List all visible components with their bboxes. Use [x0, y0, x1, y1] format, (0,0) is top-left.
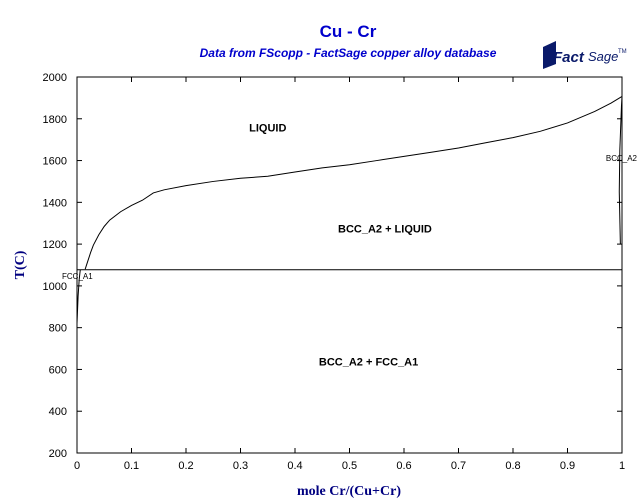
y-tick-label: 1000: [43, 281, 67, 293]
region-label: FCC_A1: [62, 272, 93, 281]
x-tick-label: 0.8: [505, 460, 520, 472]
x-tick-label: 0.3: [233, 460, 248, 472]
region-label: BCC_A2 + LIQUID: [338, 224, 432, 236]
y-tick-label: 1200: [43, 239, 67, 251]
y-tick-label: 800: [49, 323, 67, 335]
phase-boundaries: [76, 96, 623, 324]
x-axis-label: mole Cr/(Cu+Cr): [297, 484, 401, 499]
y-axis-label: T(C): [13, 250, 28, 279]
factsage-logo: Fact Sage TM: [543, 41, 627, 69]
y-tick-label: 200: [49, 448, 67, 460]
y-tick-label: 2000: [43, 72, 67, 84]
y-tick-label: 600: [49, 364, 67, 376]
phase-region-labels: LIQUID BCC_A2 + LIQUID BCC_A2 + FCC_A1 FCC_…: [62, 122, 638, 368]
region-label: LIQUID: [249, 122, 286, 134]
y-axis-ticks: 200 400 600 800 1000 1200 1400 1600 1800 2000: [43, 72, 622, 460]
x-tick-label: 0.4: [287, 460, 302, 472]
y-tick-label: 1800: [43, 114, 67, 126]
chart-subtitle: Data from FScopp - FactSage copper alloy…: [200, 46, 497, 60]
x-axis-ticks: 0 0.1 0.2 0.3 0.4 0.5 0.6 0.7 0.8 0.9 1: [74, 77, 625, 472]
x-tick-label: 0.9: [560, 460, 575, 472]
plot-frame: [76, 76, 623, 454]
x-tick-label: 0: [74, 460, 80, 472]
x-tick-label: 0.7: [451, 460, 466, 472]
phase-boundary-line-4: [618, 96, 623, 245]
region-label: BCC_A2: [606, 154, 638, 163]
phase-boundary-line-3: [76, 269, 81, 324]
x-tick-label: 0.6: [396, 460, 411, 472]
chart-title: Cu - Cr: [320, 22, 377, 41]
y-tick-label: 1400: [43, 197, 67, 209]
x-tick-label: 0.5: [342, 460, 357, 472]
x-tick-label: 1: [619, 460, 625, 472]
region-label: BCC_A2 + FCC_A1: [319, 356, 418, 368]
y-tick-label: 1600: [43, 156, 67, 168]
factsage-logo-second: Sage: [588, 49, 618, 64]
phase-boundary-line-1: [84, 96, 623, 270]
factsage-logo-tm: TM: [618, 49, 627, 55]
x-tick-label: 0.1: [124, 460, 139, 472]
x-tick-label: 0.2: [178, 460, 193, 472]
factsage-logo-shape-icon: [543, 41, 556, 69]
factsage-logo-main: Fact: [553, 49, 585, 66]
y-tick-label: 400: [49, 406, 67, 418]
